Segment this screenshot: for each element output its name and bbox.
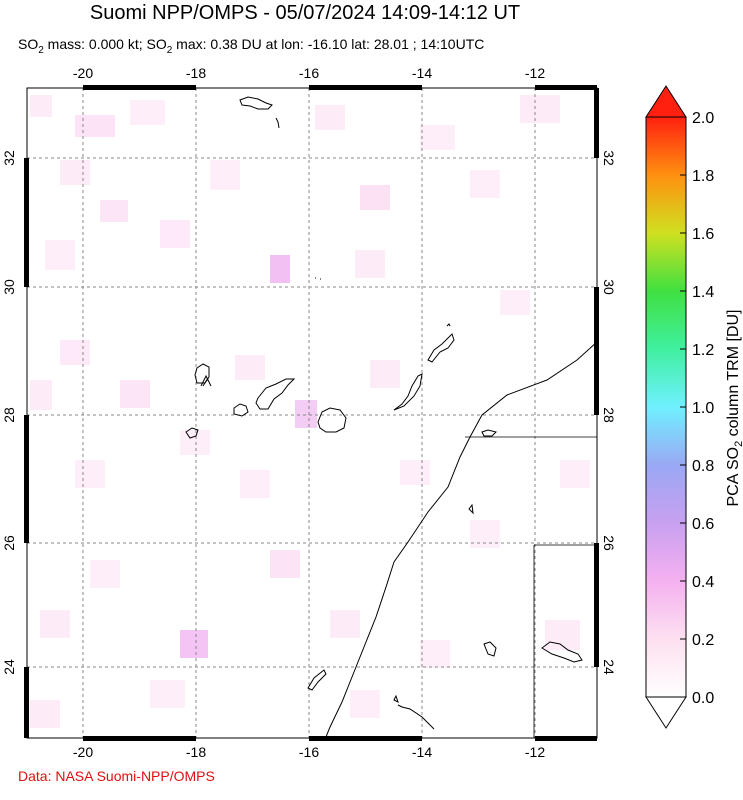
lon-label: -20 xyxy=(73,744,93,760)
lat-label: 24 xyxy=(1,659,17,675)
lon-label: -12 xyxy=(525,744,545,760)
lat-label: 28 xyxy=(1,407,17,423)
colorbar-label: PCA SO2 column TRM [DU] xyxy=(725,310,743,507)
coastlines xyxy=(185,96,597,738)
data-credit: Data: NASA Suomi-NPP/OMPS xyxy=(18,768,215,784)
lon-label: -14 xyxy=(412,65,432,81)
colorbar-tick-label: 1.2 xyxy=(692,342,714,359)
lat-labels-right: 32 30 28 26 24 xyxy=(601,150,617,675)
colorbar-tick-label: 1.4 xyxy=(692,284,714,301)
colorbar: 2.0 1.8 1.6 1.4 1.2 1.0 0.8 0.6 0.4 0.2 … xyxy=(645,85,743,729)
lat-label: 32 xyxy=(601,150,617,166)
lon-label: -18 xyxy=(186,65,206,81)
lon-label: -18 xyxy=(186,744,206,760)
map-title: Suomi NPP/OMPS - 05/07/2024 14:09-14:12 … xyxy=(89,2,521,24)
lon-label: -16 xyxy=(299,65,319,81)
lon-label: -14 xyxy=(412,744,432,760)
colorbar-tick-label: 0.0 xyxy=(692,690,714,707)
lon-label: -12 xyxy=(525,65,545,81)
colorbar-max-arrow xyxy=(645,85,687,118)
colorbar-tick-label: 1.6 xyxy=(692,226,714,243)
lat-label: 24 xyxy=(601,659,617,675)
lat-label: 28 xyxy=(601,407,617,423)
lat-label: 26 xyxy=(1,535,17,551)
lat-label: 30 xyxy=(1,279,17,295)
lat-labels-left: 32 30 28 26 24 xyxy=(1,150,17,675)
lon-label: -16 xyxy=(299,744,319,760)
map-subtitle: SO2 mass: 0.000 kt; SO2 max: 0.38 DU at … xyxy=(18,36,485,56)
so2-pixels xyxy=(30,95,590,728)
colorbar-tick-label: 0.6 xyxy=(692,516,714,533)
lon-labels-top: -20 -18 -16 -14 -12 xyxy=(73,65,545,81)
colorbar-tick-label: 2.0 xyxy=(692,110,714,127)
lat-label: 32 xyxy=(1,150,17,166)
lat-label: 26 xyxy=(601,535,617,551)
lon-labels-bottom: -20 -18 -16 -14 -12 xyxy=(73,744,545,760)
colorbar-tick-label: 0.8 xyxy=(692,458,714,475)
colorbar-tick-label: 1.0 xyxy=(692,400,714,417)
colorbar-tick-label: 0.2 xyxy=(692,632,714,649)
lon-label: -20 xyxy=(73,65,93,81)
colorbar-tick-label: 1.8 xyxy=(692,168,714,185)
colorbar-min-arrow xyxy=(645,696,687,729)
borders xyxy=(465,436,597,738)
lat-label: 30 xyxy=(601,279,617,295)
frame-ticks xyxy=(24,85,599,741)
graticule xyxy=(27,88,597,738)
colorbar-tick-label: 0.4 xyxy=(692,574,714,591)
